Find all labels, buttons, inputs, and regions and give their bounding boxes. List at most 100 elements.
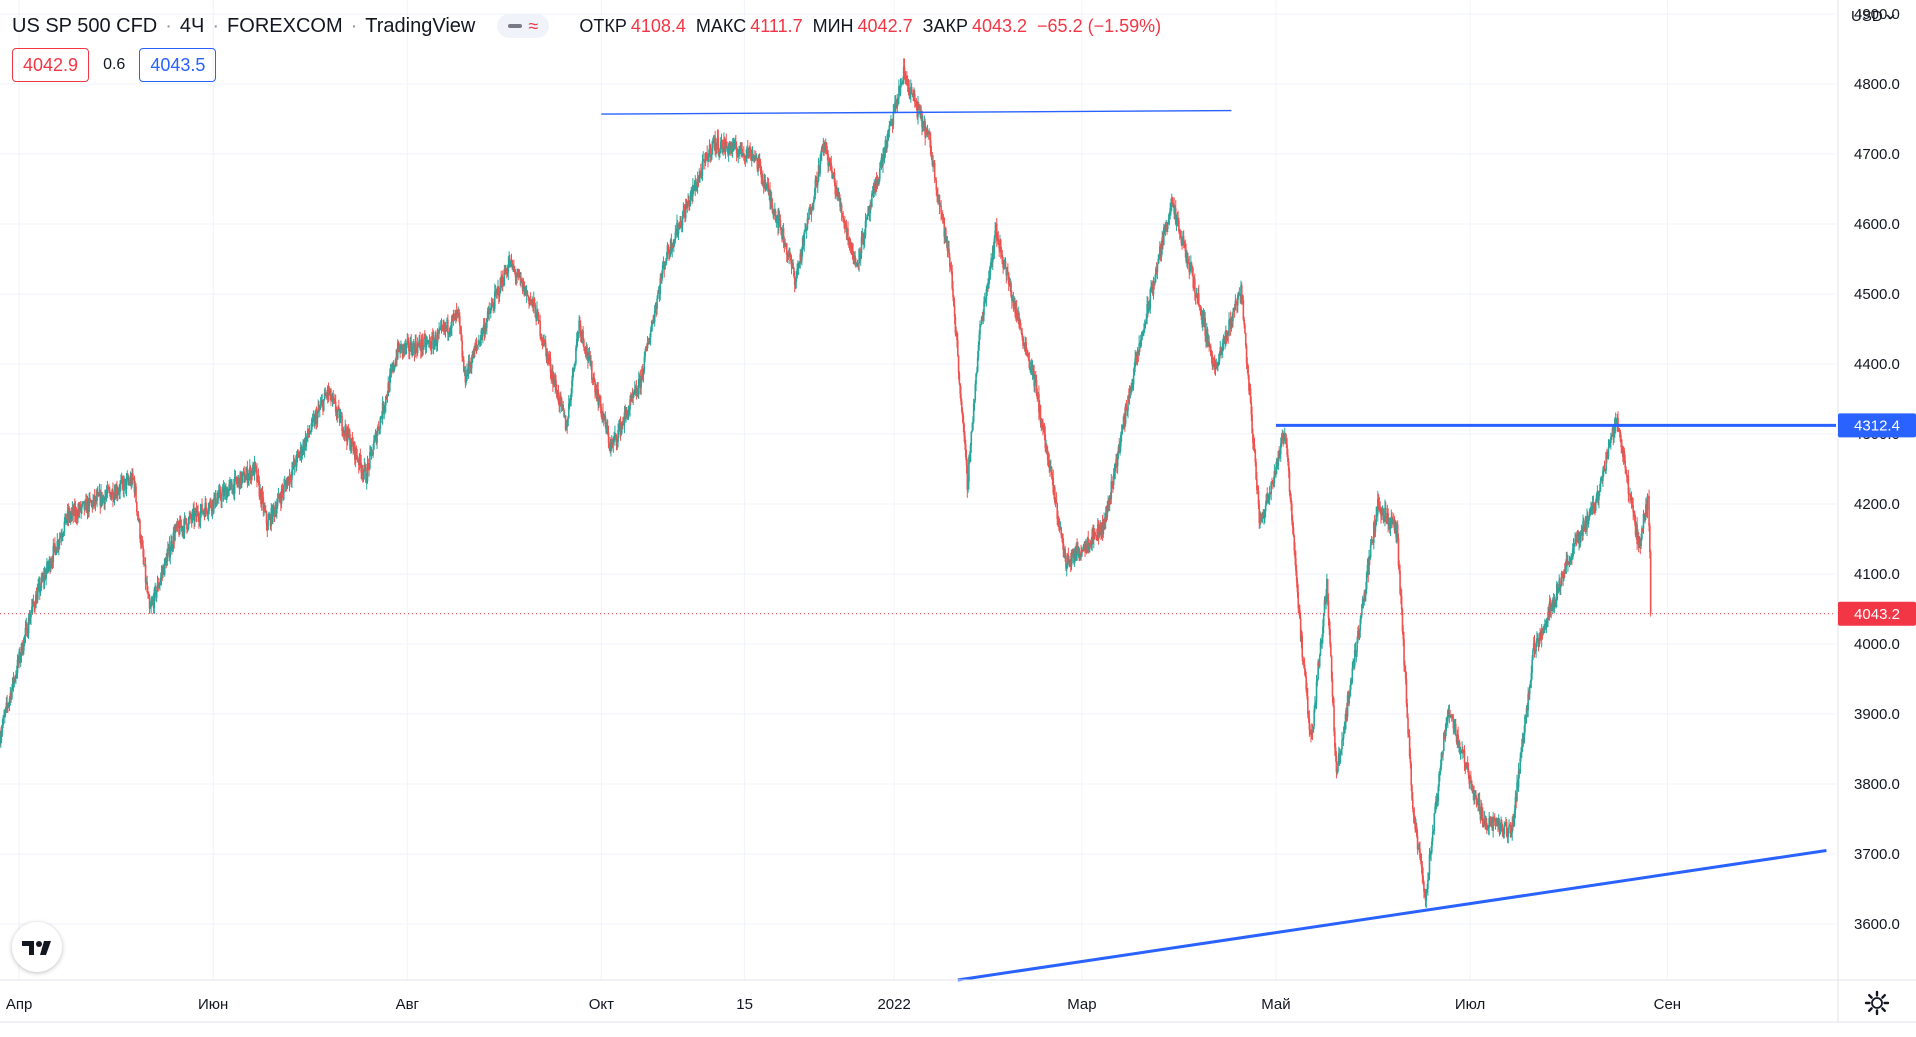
candle-body [635,386,638,394]
candle-body [497,287,500,297]
candle-body [995,223,998,241]
current-price-label: 4043.2 [1838,601,1916,626]
candle-body [498,293,501,297]
candle-body [1613,431,1615,437]
candle-body [347,427,350,437]
candle-body [968,456,970,482]
candle-body [149,606,152,609]
candle-body [598,400,600,406]
candle-body [207,510,210,514]
candle-body [1330,656,1333,679]
platform-label: TradingView [365,14,476,37]
candle-body [1470,776,1472,781]
candle-body [925,130,928,133]
candle-body [21,643,24,654]
candle-body [836,194,839,197]
sell-price-button[interactable]: 4042.9 [12,48,90,82]
candle-body [1363,592,1366,601]
candle-body [788,254,790,257]
candle-body [1566,558,1568,564]
candle-body [1625,474,1628,477]
candle-body [186,528,189,530]
candle-body [1498,819,1501,834]
candle-body [1485,822,1488,830]
gear-icon[interactable] [1862,988,1892,1018]
candle-body [1439,765,1442,773]
candle-body [396,341,399,359]
symbol-title[interactable]: US SP 500 CFD [12,14,158,37]
candle-body [1573,543,1576,547]
x-tick-label: Окт [589,996,614,1013]
candle-body [1314,703,1316,710]
candle-body [359,453,362,463]
tradingview-logo-icon[interactable] [12,922,62,972]
candle-body [468,360,471,367]
candle-body [979,324,981,335]
candle-body [820,152,822,160]
candle-body [1440,752,1443,766]
candle-body [1513,819,1515,827]
candle-body [1514,797,1517,811]
candle-body [39,587,42,593]
candle-body [1606,456,1609,458]
candle-body [854,255,856,265]
candle-body [357,460,359,462]
candle-body [1543,626,1545,631]
candle-body [633,394,635,396]
candle-body [773,211,775,213]
candle-body [324,392,327,396]
candle-body [2,717,4,725]
candle-body [194,512,196,522]
candle-body [1295,570,1298,582]
candle-body [1301,635,1304,658]
candle-body [1249,388,1252,403]
candle-body [1204,317,1206,336]
candle-body [300,446,303,457]
currency-selector[interactable]: USD [1851,8,1895,25]
candle-body [188,517,191,519]
candle-body [897,98,899,100]
candle-body [1174,208,1177,225]
candle-body [54,543,56,548]
candle-body [301,451,304,457]
candle-body [769,190,771,202]
candle-body [643,356,646,372]
candle-body [1427,874,1430,881]
candle-body [1232,311,1234,321]
interval-label[interactable]: 4Ч [179,14,205,37]
candle-body [722,149,724,153]
candle-body [338,407,340,409]
candle-body [859,248,861,258]
candle-body [1026,354,1029,357]
candle-body [1306,689,1308,697]
candle-body [1287,461,1290,472]
candle-body [1379,506,1381,512]
candle-body [1334,747,1337,756]
candle-body [883,151,886,159]
candle-body [1410,763,1413,786]
candle-body [1618,428,1620,430]
candle-body [936,189,938,195]
candle-body [823,145,825,149]
candle-body [506,272,509,275]
candle-body [859,253,862,258]
candle-body [217,490,220,498]
candle-body [389,372,392,375]
candle-body [495,292,498,294]
candle-body [1007,271,1009,274]
candle-body [1387,512,1389,525]
candle-body [7,703,10,706]
candle-body [1184,244,1187,251]
eye-toggle-icon[interactable]: ≈ [497,14,550,38]
candle-body [1299,609,1301,619]
candle-body [1245,345,1248,364]
candle-body [1151,286,1153,288]
candle-body [887,130,890,133]
candle-body [1402,631,1405,640]
candle-body [750,155,753,161]
candle-body [1408,733,1410,737]
candle-body [650,324,653,331]
candle-body [541,338,544,343]
buy-price-button[interactable]: 4043.5 [139,48,217,82]
